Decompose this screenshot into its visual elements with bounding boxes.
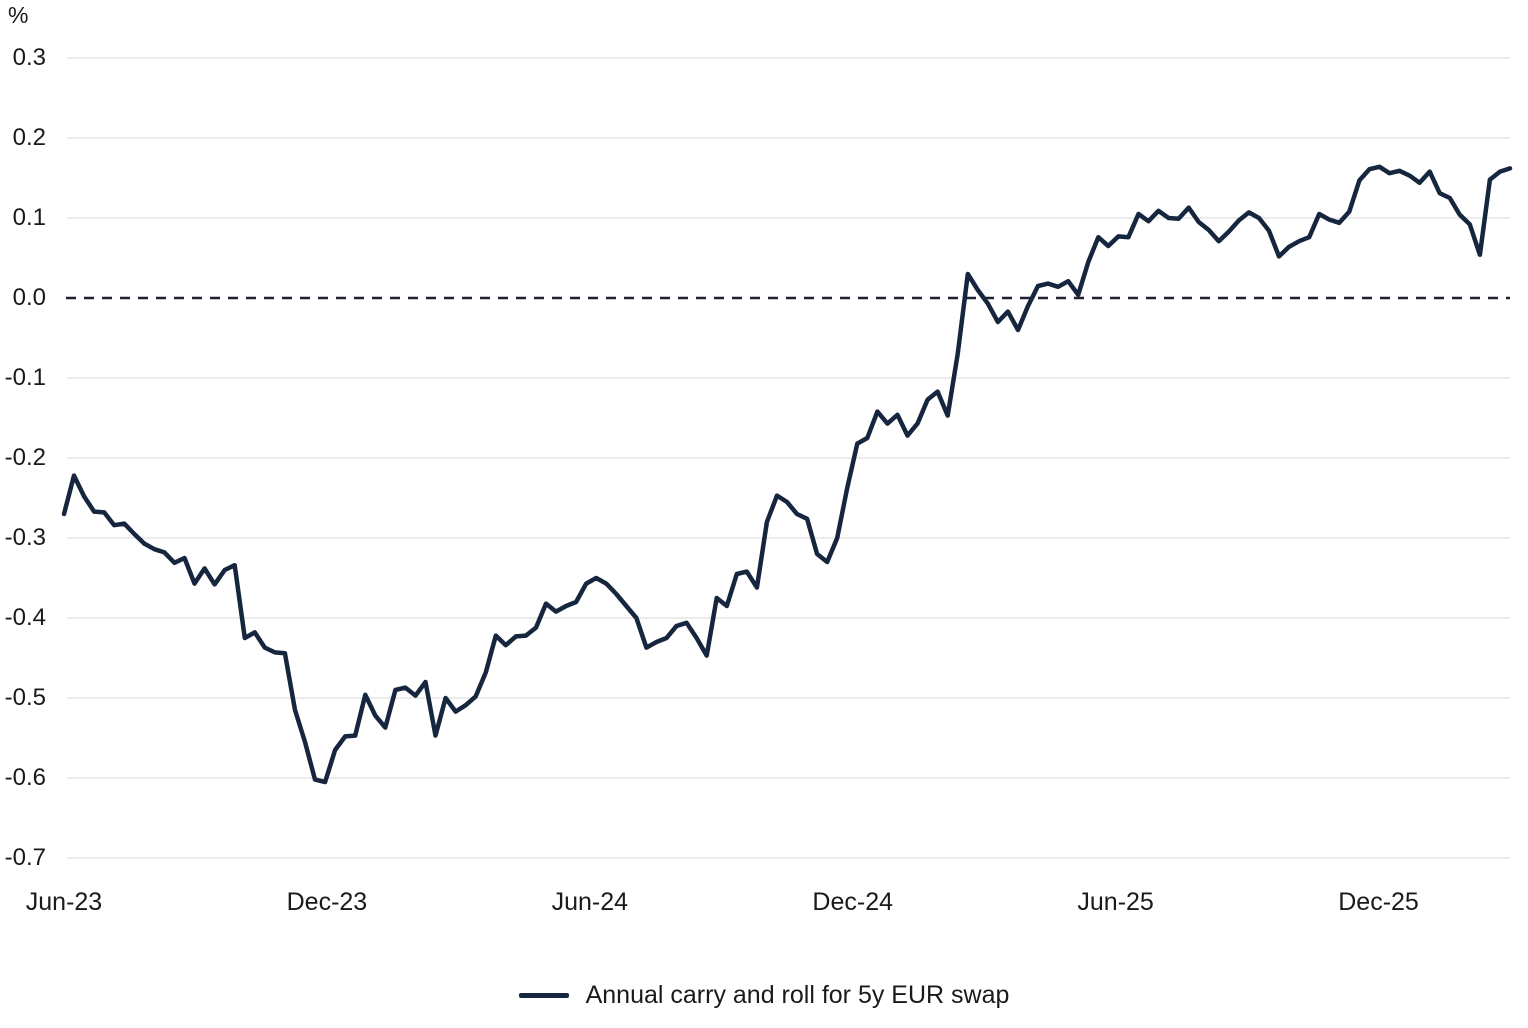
y-tick-label-0.2: 0.2: [12, 124, 46, 151]
x-tick-label-Dec-25: Dec-25: [1338, 888, 1419, 916]
y-tick-label--0.4: -0.4: [4, 604, 46, 631]
y-tick-label-0.3: 0.3: [12, 44, 46, 71]
y-tick-label--0.2: -0.2: [4, 444, 46, 471]
y-tick-label--0.5: -0.5: [4, 684, 46, 711]
y-axis-unit-label: %: [8, 2, 29, 28]
legend-line-swatch: [518, 992, 569, 998]
y-tick-label-0.1: 0.1: [12, 204, 46, 231]
x-tick-label-Dec-24: Dec-24: [812, 888, 894, 916]
x-tick-label-Jun-23: Jun-23: [25, 888, 103, 916]
y-tick-label--0.3: -0.3: [4, 524, 46, 551]
y-tick-label--0.1: -0.1: [4, 364, 46, 391]
y-tick-label-0.0: 0.0: [12, 284, 46, 311]
x-tick-label-Dec-23: Dec-23: [286, 888, 368, 916]
legend: Annual carry and roll for 5y EUR swap: [0, 980, 1528, 1010]
legend-series-label: Annual carry and roll for 5y EUR swap: [585, 981, 1010, 1009]
x-tick-label-Jun-25: Jun-25: [1077, 888, 1154, 916]
series-line-carry-roll-5y-eur-swap: [61, 164, 1513, 785]
y-tick-label--0.6: -0.6: [4, 764, 46, 791]
x-tick-label-Jun-24: Jun-24: [551, 888, 629, 916]
y-tick-label--0.7: -0.7: [4, 844, 46, 871]
